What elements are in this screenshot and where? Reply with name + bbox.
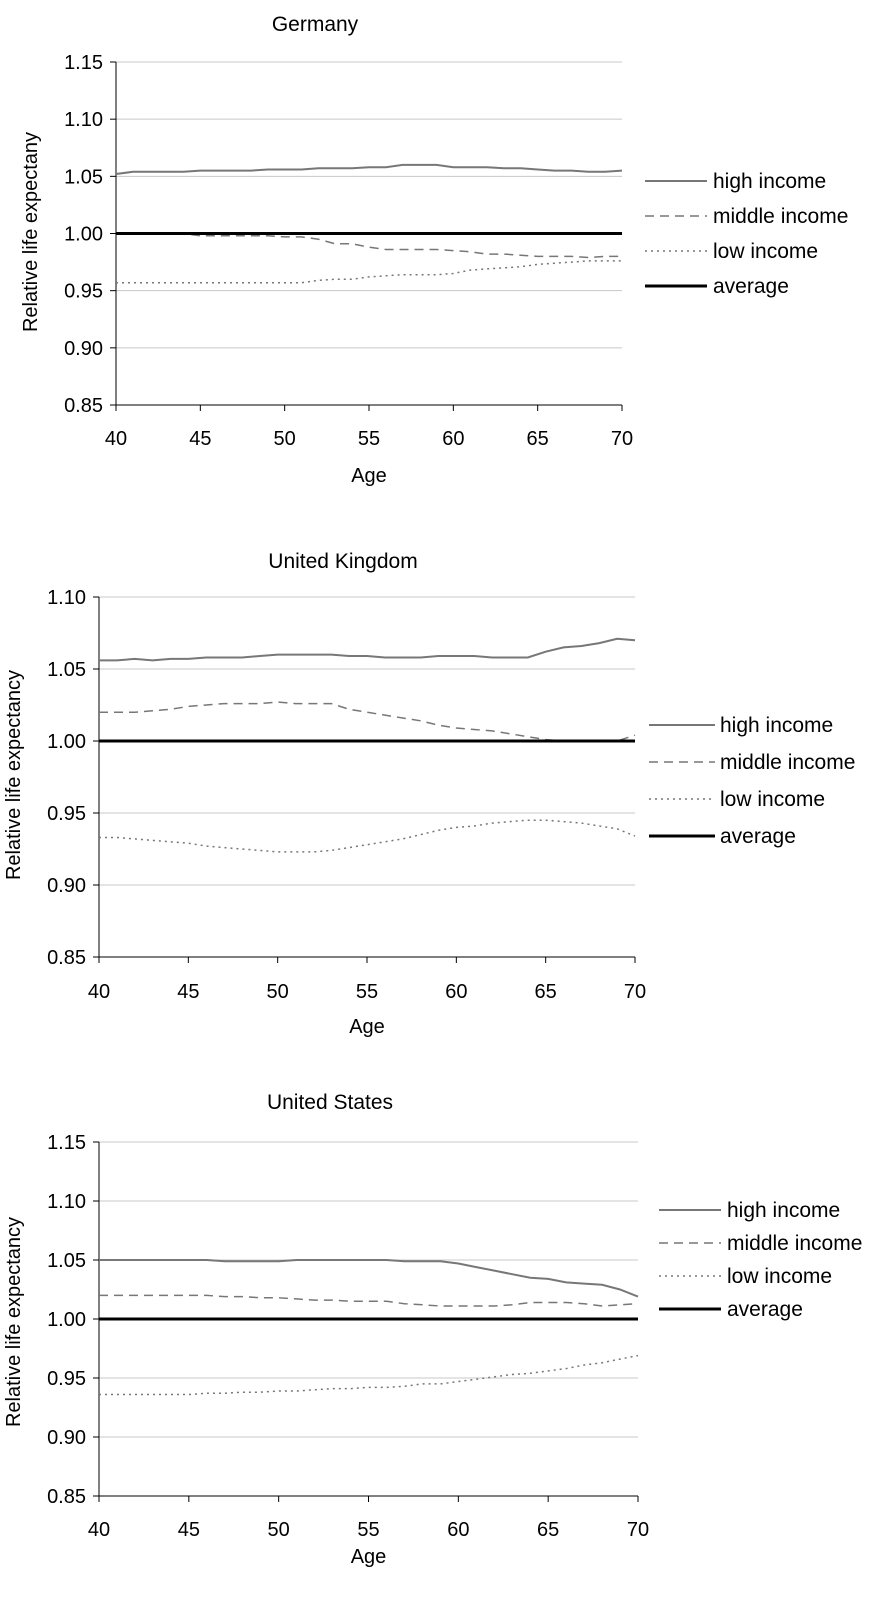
legend-label: high income — [727, 1199, 840, 1222]
y-tick-label: 1.00 — [64, 224, 103, 246]
x-axis-label: Age — [351, 1546, 387, 1568]
y-tick-label: 1.10 — [64, 109, 103, 131]
x-tick-label: 65 — [527, 428, 549, 450]
x-axis-label: Age — [349, 1016, 385, 1038]
series-line-high-income — [99, 1259, 639, 1298]
y-tick-label: 0.90 — [64, 338, 103, 360]
x-tick-label: 55 — [356, 981, 378, 1003]
x-tick-label: 50 — [267, 981, 289, 1003]
x-tick-label: 60 — [445, 981, 467, 1003]
legend-label: low income — [720, 788, 825, 811]
legend-label: average — [713, 275, 789, 298]
legend-label: average — [727, 1298, 803, 1321]
y-axis-label: Relative life expectancy — [3, 1217, 25, 1427]
y-tick-label: 0.95 — [47, 803, 86, 825]
chart-title: United Kingdom — [268, 550, 417, 573]
y-tick-label: 1.10 — [47, 587, 86, 609]
x-tick-label: 50 — [268, 1519, 290, 1541]
series-line-middle-income — [99, 1294, 639, 1307]
series-line-low-income — [116, 260, 622, 284]
legend: high income middle income low income averag… — [659, 1199, 862, 1321]
legend-label: low income — [727, 1265, 832, 1288]
legend: high income middle income low income averag… — [649, 714, 855, 848]
legend-label: low income — [713, 240, 818, 263]
x-tick-label: 70 — [627, 1519, 649, 1541]
y-tick-label: 0.85 — [47, 1486, 86, 1508]
y-tick-label: 0.95 — [47, 1368, 86, 1390]
y-tick-label: 0.90 — [47, 875, 86, 897]
legend-label: high income — [713, 170, 826, 193]
x-tick-label: 65 — [535, 981, 557, 1003]
legend-label: middle income — [720, 751, 855, 774]
x-tick-label: 65 — [537, 1519, 559, 1541]
y-tick-label: 1.15 — [47, 1132, 86, 1154]
y-tick-label: 1.10 — [47, 1191, 86, 1213]
y-tick-label: 0.85 — [47, 947, 86, 969]
legend-label: middle income — [713, 205, 848, 228]
chart-panel: United Kingdom 0.85 0.90 0.95 1.00 1.05 1.10 40… — [3, 550, 855, 1038]
x-tick-label: 45 — [178, 1519, 200, 1541]
y-axis-label: Relative life expectancy — [3, 670, 25, 880]
x-tick-label: 45 — [189, 428, 211, 450]
x-tick-label: 55 — [358, 428, 380, 450]
x-tick-label: 40 — [88, 1519, 110, 1541]
legend: high income middle income low income averag… — [645, 170, 848, 298]
y-tick-label: 1.00 — [47, 731, 86, 753]
y-tick-label: 1.15 — [64, 52, 103, 74]
x-tick-label: 40 — [105, 428, 127, 450]
chart-panel: United States 0.85 0.90 0.95 1.00 1.05 1.10 1.1… — [3, 1091, 862, 1568]
series-line-high-income — [115, 163, 623, 175]
x-axis-label: Age — [351, 465, 387, 487]
y-tick-label: 1.05 — [47, 1250, 86, 1272]
x-tick-label: 50 — [274, 428, 296, 450]
y-tick-label: 0.85 — [64, 395, 103, 417]
x-tick-label: 70 — [611, 428, 633, 450]
x-tick-label: 70 — [624, 981, 646, 1003]
x-tick-label: 55 — [357, 1519, 379, 1541]
x-tick-label: 60 — [447, 1519, 469, 1541]
x-tick-label: 60 — [442, 428, 464, 450]
y-tick-label: 1.05 — [47, 659, 86, 681]
legend-label: average — [720, 825, 796, 848]
series-line-middle-income — [99, 701, 636, 742]
y-tick-label: 0.90 — [47, 1427, 86, 1449]
chart-title: Germany — [272, 13, 359, 36]
series-line-low-income — [99, 1354, 639, 1396]
x-tick-label: 40 — [88, 981, 110, 1003]
chart-panel: Germany 0.85 0.90 0.95 1.00 1.05 1.10 1.15 40 45 5… — [20, 13, 848, 487]
legend-label: middle income — [727, 1232, 862, 1255]
series-line-high-income — [99, 637, 636, 662]
y-tick-label: 1.00 — [47, 1309, 86, 1331]
y-axis-label: Relative life expectany — [20, 132, 42, 332]
series-line-middle-income — [116, 232, 622, 259]
y-tick-label: 1.05 — [64, 166, 103, 188]
series-line-low-income — [99, 819, 636, 853]
legend-label: high income — [720, 714, 833, 737]
y-tick-label: 0.95 — [64, 281, 103, 303]
x-tick-label: 45 — [177, 981, 199, 1003]
chart-title: United States — [267, 1091, 393, 1114]
